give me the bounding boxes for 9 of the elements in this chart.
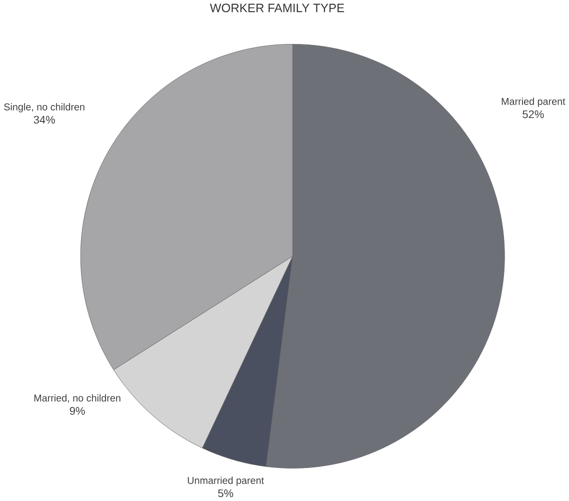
data-label: 52%	[522, 110, 544, 118]
chart-title: WORKER FAMILY TYPE	[210, 4, 344, 12]
data-label: 34%	[34, 116, 55, 124]
slice-label: Married parent	[502, 98, 566, 107]
slice-label: Unmarried parent	[188, 476, 264, 486]
slice-label: Single, no children	[4, 103, 84, 112]
data-label: 5%	[218, 489, 234, 498]
data-label: 9%	[70, 407, 85, 415]
slice-label: Married, no children	[34, 394, 120, 403]
